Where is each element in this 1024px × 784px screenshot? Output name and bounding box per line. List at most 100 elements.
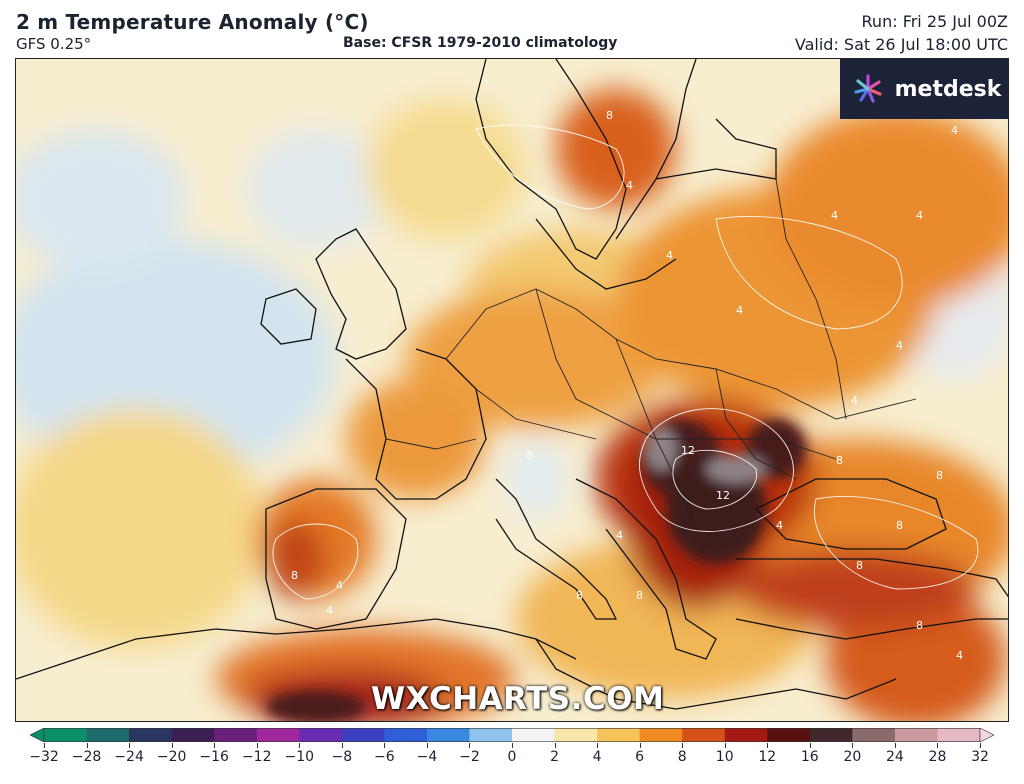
- colorbar-segment: [469, 728, 513, 742]
- colorbar-tick-mark: [554, 743, 556, 748]
- contour-label: 4: [336, 579, 343, 592]
- colorbar-tick-label: 8: [677, 749, 687, 765]
- run-label: Run: Fri 25 Jul 00Z: [861, 12, 1008, 31]
- model-label: GFS 0.25°: [16, 35, 92, 53]
- colorbar-segment: [682, 728, 726, 742]
- colorbar-segment: [852, 728, 896, 742]
- colorbar-segment: [214, 728, 258, 742]
- contour-label: 8: [896, 519, 903, 532]
- contour-label: 4: [326, 604, 333, 617]
- colorbar-tick-mark: [86, 743, 88, 748]
- metdesk-logo: metdesk: [840, 59, 1008, 119]
- colorbar-tick-mark: [341, 743, 343, 748]
- colorbar-segment: [171, 728, 215, 742]
- contour-label: 8: [916, 619, 923, 632]
- chart-header: 2 m Temperature Anomaly (°C) GFS 0.25° B…: [0, 0, 1024, 58]
- colorbar-segment: [937, 728, 981, 742]
- colorbar-segment: [86, 728, 130, 742]
- colorbar-tick-label: 24: [885, 749, 904, 765]
- colorbar-tick-label: −8: [331, 749, 353, 765]
- colorbar-tick-label: −4: [416, 749, 438, 765]
- colorbar-tick-mark: [512, 743, 513, 748]
- contour-label: 8: [291, 569, 298, 582]
- colorbar-segment: [426, 728, 470, 742]
- colorbar-segment: [512, 728, 556, 742]
- colorbar-tick-label: −20: [156, 749, 187, 765]
- contour-label: 4: [896, 339, 903, 352]
- colorbar-segment: [639, 728, 683, 742]
- anomaly-peak: [266, 419, 806, 721]
- colorbar-tick-mark: [980, 743, 981, 748]
- colorbar-segment: [597, 728, 641, 742]
- colorbar-tick-label: 6: [635, 749, 645, 765]
- contour-label: 8: [836, 454, 843, 467]
- colorbar-tick-mark: [384, 743, 386, 748]
- colorbar-tick-label: −6: [374, 749, 395, 765]
- colorbar-tick-label: 12: [758, 749, 777, 765]
- anomaly-field: [16, 89, 1008, 721]
- watermark: WXCHARTS.COM: [371, 681, 665, 717]
- colorbar-segment: [384, 728, 428, 742]
- colorbar-tick-mark: [682, 743, 684, 748]
- coastlines: [16, 59, 1008, 710]
- contour-label: 4: [616, 529, 623, 542]
- contour-label: 8: [526, 449, 533, 462]
- colorbar-tick-label: −24: [114, 749, 144, 765]
- contour-label: 8: [606, 109, 613, 122]
- colorbar-tick-label: 2: [550, 749, 559, 765]
- anomaly-map: 8 4 4 4 4 4 4 8 4 12 12 8 8 8 4 8 4 8 8 4 8 4 8 4 4 metdesk WXCH…: [15, 58, 1009, 722]
- valid-label: Valid: Sat 26 Jul 18:00 UTC: [794, 35, 1008, 54]
- colorbar-tick-mark: [469, 743, 471, 748]
- contour-label: 8: [936, 469, 943, 482]
- colorbar-tick-mark: [299, 743, 301, 748]
- contour-label: 8: [576, 589, 583, 602]
- colorbar-tick-label: 4: [592, 749, 602, 765]
- colorbar-tick-label: −16: [199, 749, 229, 765]
- colorbar-tick-label: 0: [507, 749, 517, 765]
- contour-label: 12: [681, 444, 695, 457]
- colorbar-tick-mark: [852, 743, 854, 748]
- colorbar-tick-mark: [937, 743, 939, 748]
- contour-label: 4: [951, 124, 958, 137]
- contour-label: 4: [736, 304, 743, 317]
- colorbar-segment: [894, 728, 938, 742]
- colorbar-tick-mark: [426, 743, 428, 748]
- colorbar-tick-label: −12: [241, 749, 272, 765]
- colorbar-tick-mark: [809, 743, 811, 748]
- colorbar-segment: [129, 728, 173, 742]
- contour-label: 4: [851, 394, 858, 407]
- colorbar-tick-mark: [129, 743, 131, 748]
- colorbar-tick-label: 16: [800, 749, 819, 765]
- colorbar-tick-label: 28: [928, 749, 947, 765]
- colorbar-tick-mark: [44, 743, 45, 748]
- contour-lines: [272, 124, 979, 600]
- contour-label: 4: [831, 209, 838, 222]
- colorbar-tick-label: 10: [715, 749, 734, 765]
- contour-label: 8: [636, 589, 643, 602]
- colorbar-tick-label: 32: [971, 749, 989, 765]
- contour-label: 12: [716, 489, 730, 502]
- colorbar-tick-mark: [894, 743, 896, 748]
- colorbar-tick-label: −2: [459, 749, 480, 765]
- colorbar-tick-mark: [171, 743, 173, 748]
- contour-label: 4: [776, 519, 783, 532]
- contour-label: 4: [666, 249, 673, 262]
- base-label: Base: CFSR 1979-2010 climatology: [343, 35, 618, 51]
- colorbar-segment: [341, 728, 385, 742]
- colorbar-tick-label: 20: [843, 749, 862, 765]
- colorbar-min-arrow: [30, 728, 45, 742]
- colorbar-tick-mark: [639, 743, 641, 748]
- colorbar-tick-mark: [724, 743, 726, 748]
- metdesk-pinwheel-icon: [854, 74, 882, 103]
- chart-title: 2 m Temperature Anomaly (°C): [16, 10, 369, 34]
- colorbar-tick-label: −28: [71, 749, 102, 765]
- colorbar-segment: [767, 728, 811, 742]
- colorbar-tick-mark: [767, 743, 769, 748]
- colorbar-tick-mark: [214, 743, 216, 748]
- colorbar-segment: [44, 728, 88, 742]
- colorbar-segment: [724, 728, 768, 742]
- colorbar-segment: [809, 728, 853, 742]
- colorbar-segment: [554, 728, 598, 742]
- contour-label: 4: [626, 179, 633, 192]
